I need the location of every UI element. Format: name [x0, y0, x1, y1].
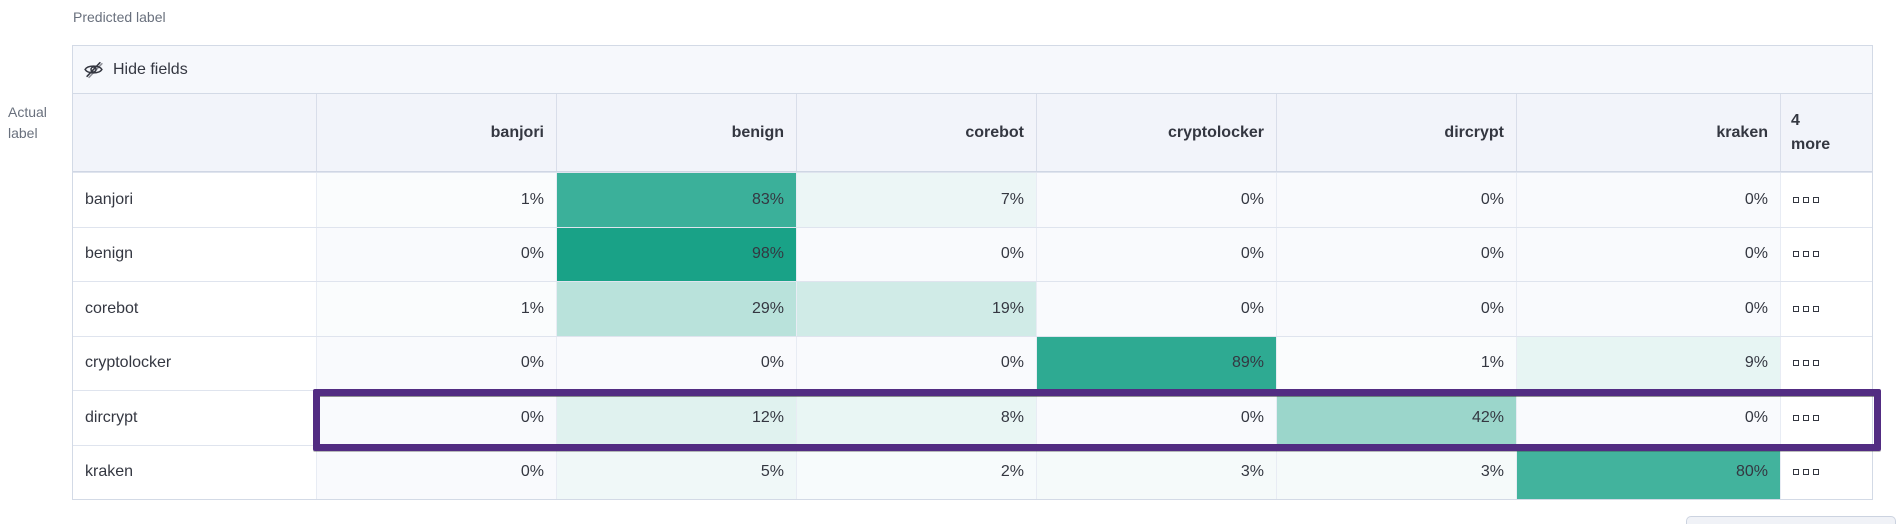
actual-label-axis: Actual label	[8, 104, 47, 141]
cell-cryptolocker-cryptolocker[interactable]: 89%	[1037, 336, 1277, 390]
column-header-more[interactable]: 4 more	[1791, 111, 1831, 153]
cell-cryptolocker-corebot[interactable]: 0%	[797, 336, 1037, 390]
row-label-kraken[interactable]: kraken	[73, 445, 317, 499]
matrix-corner-cell	[73, 94, 317, 171]
cell-corebot-banjori[interactable]: 1%	[317, 282, 557, 336]
row-actions-dircrypt[interactable]	[1781, 391, 1872, 445]
horizontal-scrollbar[interactable]	[1686, 516, 1896, 524]
cell-banjori-cryptolocker[interactable]: 0%	[1037, 173, 1277, 227]
row-label-banjori[interactable]: banjori	[73, 173, 317, 227]
row-actions-corebot[interactable]	[1781, 282, 1872, 336]
matrix-row-corebot: corebot 1% 29% 19% 0% 0% 0%	[73, 281, 1872, 336]
matrix-row-banjori: banjori 1% 83% 7% 0% 0% 0%	[73, 172, 1872, 227]
column-header-cryptolocker[interactable]: cryptolocker	[1037, 94, 1277, 171]
matrix-row-benign: benign 0% 98% 0% 0% 0% 0%	[73, 226, 1872, 281]
matrix-header-row: banjori benign corebot cryptolocker dircrypt…	[73, 94, 1872, 172]
cell-kraken-cryptolocker[interactable]: 3%	[1037, 445, 1277, 499]
cell-corebot-corebot[interactable]: 19%	[797, 282, 1037, 336]
row-actions-icon	[1793, 251, 1819, 258]
matrix-row-kraken: kraken 0% 5% 2% 3% 3% 80%	[73, 444, 1872, 499]
cell-banjori-banjori[interactable]: 1%	[317, 173, 557, 227]
grid-toolbar: Hide fields	[73, 46, 1872, 94]
row-label-cryptolocker[interactable]: cryptolocker	[73, 336, 317, 390]
cell-benign-dircrypt[interactable]: 0%	[1277, 227, 1517, 281]
row-actions-banjori[interactable]	[1781, 173, 1872, 227]
column-header-benign[interactable]: benign	[557, 94, 797, 171]
cell-banjori-corebot[interactable]: 7%	[797, 173, 1037, 227]
cell-benign-kraken[interactable]: 0%	[1517, 227, 1781, 281]
column-header-dircrypt[interactable]: dircrypt	[1277, 94, 1517, 171]
row-actions-icon	[1793, 305, 1819, 312]
matrix-body: banjori benign corebot cryptolocker dircrypt…	[73, 94, 1872, 499]
row-actions-icon	[1793, 360, 1819, 367]
cell-corebot-cryptolocker[interactable]: 0%	[1037, 282, 1277, 336]
column-header-corebot[interactable]: corebot	[797, 94, 1037, 171]
cell-kraken-kraken[interactable]: 80%	[1517, 445, 1781, 499]
cell-cryptolocker-kraken[interactable]: 9%	[1517, 336, 1781, 390]
cell-dircrypt-corebot[interactable]: 8%	[797, 391, 1037, 445]
cell-dircrypt-banjori[interactable]: 0%	[317, 391, 557, 445]
matrix-row-dircrypt-highlighted: dircrypt 0% 12% 8% 0% 42% 0%	[73, 390, 1872, 445]
cell-cryptolocker-banjori[interactable]: 0%	[317, 336, 557, 390]
column-header-banjori[interactable]: banjori	[317, 94, 557, 171]
confusion-matrix-grid: Hide fields banjori benign corebot cryptolo…	[72, 45, 1873, 500]
cell-benign-cryptolocker[interactable]: 0%	[1037, 227, 1277, 281]
row-label-dircrypt[interactable]: dircrypt	[73, 391, 317, 445]
hide-fields-button[interactable]: Hide fields	[83, 59, 188, 80]
predicted-label-axis: Predicted label	[73, 9, 166, 25]
column-header-kraken[interactable]: kraken	[1517, 94, 1781, 171]
cell-corebot-kraken[interactable]: 0%	[1517, 282, 1781, 336]
eye-closed-icon	[83, 59, 104, 80]
cell-banjori-dircrypt[interactable]: 0%	[1277, 173, 1517, 227]
cell-banjori-benign[interactable]: 83%	[557, 173, 797, 227]
matrix-row-cryptolocker: cryptolocker 0% 0% 0% 89% 1% 9%	[73, 335, 1872, 390]
cell-kraken-corebot[interactable]: 2%	[797, 445, 1037, 499]
cell-benign-benign[interactable]: 98%	[557, 227, 797, 281]
cell-dircrypt-benign[interactable]: 12%	[557, 391, 797, 445]
hide-fields-label: Hide fields	[113, 60, 188, 78]
row-label-corebot[interactable]: corebot	[73, 282, 317, 336]
cell-benign-banjori[interactable]: 0%	[317, 227, 557, 281]
cell-kraken-benign[interactable]: 5%	[557, 445, 797, 499]
row-actions-kraken[interactable]	[1781, 445, 1872, 499]
cell-corebot-dircrypt[interactable]: 0%	[1277, 282, 1517, 336]
row-actions-benign[interactable]	[1781, 227, 1872, 281]
cell-dircrypt-kraken[interactable]: 0%	[1517, 391, 1781, 445]
cell-dircrypt-dircrypt[interactable]: 42%	[1277, 391, 1517, 445]
cell-banjori-kraken[interactable]: 0%	[1517, 173, 1781, 227]
cell-corebot-benign[interactable]: 29%	[557, 282, 797, 336]
row-actions-icon	[1793, 469, 1819, 476]
cell-cryptolocker-dircrypt[interactable]: 1%	[1277, 336, 1517, 390]
cell-kraken-dircrypt[interactable]: 3%	[1277, 445, 1517, 499]
cell-dircrypt-cryptolocker[interactable]: 0%	[1037, 391, 1277, 445]
cell-cryptolocker-benign[interactable]: 0%	[557, 336, 797, 390]
cell-kraken-banjori[interactable]: 0%	[317, 445, 557, 499]
row-actions-icon	[1793, 414, 1819, 421]
row-actions-icon	[1793, 196, 1819, 203]
cell-benign-corebot[interactable]: 0%	[797, 227, 1037, 281]
row-actions-cryptolocker[interactable]	[1781, 336, 1872, 390]
row-label-benign[interactable]: benign	[73, 227, 317, 281]
